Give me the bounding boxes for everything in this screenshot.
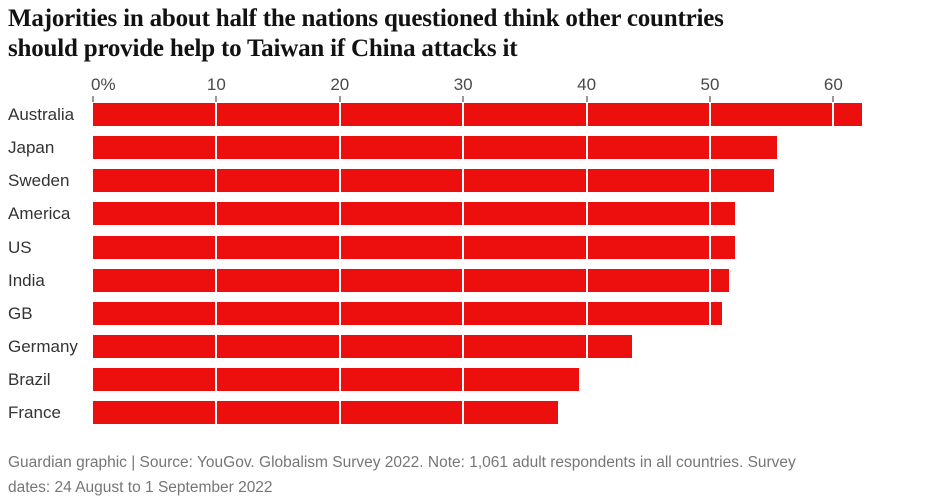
gridline (338, 103, 341, 425)
x-tick-label: 40 (577, 75, 597, 94)
bar-japan (93, 136, 777, 160)
category-label-gb: GB (8, 303, 33, 323)
x-tick-label: 20 (330, 75, 350, 94)
x-tick-label: 60 (823, 75, 843, 94)
x-tick-label: 0% (91, 75, 116, 94)
category-label-sweden: Sweden (8, 171, 70, 191)
category-label-brazil: Brazil (8, 370, 51, 390)
x-tick-mark (832, 96, 835, 102)
x-tick-label: 30 (453, 75, 473, 94)
chart-title: Majorities in about half the nations que… (8, 5, 724, 62)
bar-australia (93, 103, 862, 126)
bar-brazil (93, 368, 580, 392)
source-note: Guardian graphic | Source: YouGov. Globa… (8, 454, 796, 496)
x-tick-mark (215, 96, 218, 102)
bar-sweden (93, 169, 775, 193)
category-label-india: India (8, 270, 45, 290)
category-label-germany: Germany (8, 337, 78, 357)
gridline (462, 103, 465, 425)
bar-america (93, 202, 735, 226)
category-label-america: America (8, 204, 71, 224)
bar-france (93, 401, 559, 425)
gridline (215, 103, 218, 425)
x-tick-mark (585, 96, 588, 102)
x-tick-mark (92, 96, 94, 102)
bar-gb (93, 301, 723, 325)
x-tick-mark (338, 96, 341, 102)
category-label-us: US (8, 237, 32, 257)
x-tick-mark (709, 96, 711, 102)
bar-germany (93, 335, 633, 359)
bar-india (93, 268, 729, 292)
gridline (832, 103, 835, 425)
bar-us (93, 235, 735, 259)
category-label-japan: Japan (8, 138, 55, 158)
gridline (585, 103, 588, 425)
x-tick-label: 10 (206, 75, 226, 94)
x-tick-label: 50 (700, 75, 720, 94)
x-tick-mark (462, 96, 465, 102)
category-label-france: France (8, 403, 61, 423)
category-label-australia: Australia (8, 105, 75, 124)
gridline (709, 103, 711, 425)
